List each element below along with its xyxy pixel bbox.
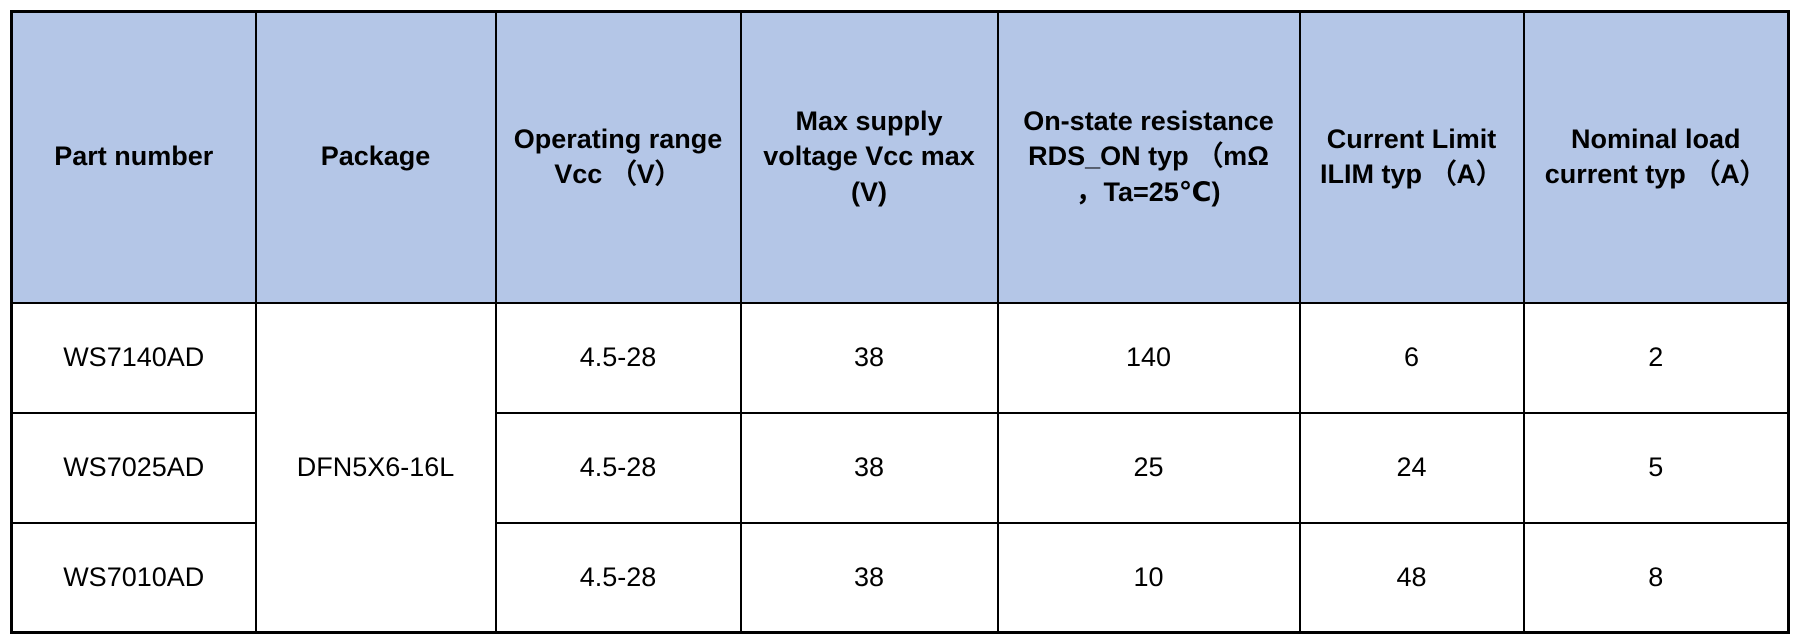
table-row: WS7140AD DFN5X6-16L 4.5-28 38 140 6 2 <box>10 301 1790 634</box>
cell-nominal-load-current: 5 <box>1522 411 1790 524</box>
cell-package-merged: DFN5X6-16L <box>254 301 497 634</box>
column-header-nominal-load-current: Nominal load current typ （A） <box>1522 10 1790 304</box>
cell-nominal-load-current: 8 <box>1522 521 1790 634</box>
cell-current-limit: 6 <box>1298 301 1525 414</box>
header-row: Part number Package Operating range Vcc … <box>10 10 1790 304</box>
cell-max-supply-voltage: 38 <box>739 411 999 524</box>
cell-operating-range: 4.5-28 <box>494 521 742 634</box>
cell-max-supply-voltage: 38 <box>739 521 999 634</box>
column-header-package: Package <box>254 10 497 304</box>
parts-spec-table: Part number Package Operating range Vcc … <box>10 10 1790 634</box>
cell-operating-range: 4.5-28 <box>494 411 742 524</box>
column-header-current-limit: Current Limit ILIM typ （A） <box>1298 10 1525 304</box>
column-header-part-number: Part number <box>10 10 257 304</box>
cell-part-number: WS7140AD <box>10 301 257 414</box>
cell-rds-on: 10 <box>996 521 1301 634</box>
cell-nominal-load-current: 2 <box>1522 301 1790 414</box>
cell-current-limit: 24 <box>1298 411 1525 524</box>
cell-current-limit: 48 <box>1298 521 1525 634</box>
cell-rds-on: 140 <box>996 301 1301 414</box>
table-row: WS7025AD 4.5-28 38 25 24 5 <box>10 411 1790 524</box>
cell-part-number: WS7025AD <box>10 411 257 524</box>
column-header-rds-on: On-state resistance RDS_ON typ （mΩ ，Ta=2… <box>996 10 1301 304</box>
cell-max-supply-voltage: 38 <box>739 301 999 414</box>
cell-part-number: WS7010AD <box>10 521 257 634</box>
table-row: WS7010AD 4.5-28 38 10 48 8 <box>10 521 1790 634</box>
column-header-operating-range: Operating range Vcc （V） <box>494 10 742 304</box>
cell-rds-on: 25 <box>996 411 1301 524</box>
cell-operating-range: 4.5-28 <box>494 301 742 414</box>
column-header-max-supply-voltage: Max supply voltage Vcc max (V) <box>739 10 999 304</box>
